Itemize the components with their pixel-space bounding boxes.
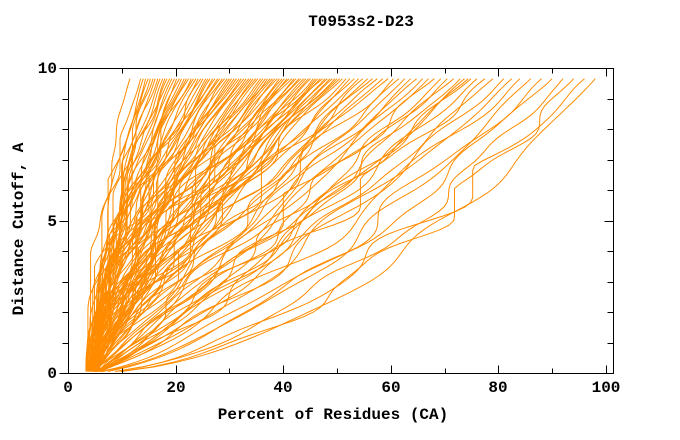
model-curve [90,78,180,372]
y-axis-label: Distance Cutoff, A [10,142,28,316]
x-tick-label: 60 [381,379,400,397]
chart-title: T0953s2-D23 [308,13,414,31]
model-curve [96,78,280,372]
model-curve [91,78,187,372]
x-tick-label: 100 [592,379,621,397]
model-curve [92,78,400,372]
model-curve [101,78,542,372]
model-curve [97,78,406,372]
y-tick-label: 5 [47,213,57,231]
model-curve [115,78,585,372]
model-curve [91,78,384,372]
model-curve [86,78,394,372]
model-curve [98,78,448,372]
model-curve [95,78,494,372]
model-curve [86,78,142,372]
model-curve [94,78,302,372]
x-tick-label: 80 [488,379,507,397]
model-curve [88,78,300,372]
model-curve [86,78,240,372]
model-curve [107,78,553,372]
model-curve [89,78,359,372]
x-tick-label: 20 [166,379,185,397]
model-curve [91,78,429,372]
axes [59,68,614,374]
model-curve [120,78,596,372]
model-curve [88,78,331,372]
model-curve [102,78,532,372]
model-curve [93,78,271,372]
x-tick-label: 40 [273,379,292,397]
model-curve [95,78,369,372]
model-curve [93,78,478,372]
model-curve [90,78,264,372]
y-tick-label: 10 [38,60,57,78]
model-curve [94,78,378,372]
model-curve [85,78,131,372]
model-curve [87,78,373,372]
model-curve [115,78,564,372]
model-curve [91,78,347,372]
model-curve [85,78,338,372]
x-axis-label: Percent of Residues (CA) [217,406,449,424]
model-curve [95,78,364,372]
x-tick-label: 0 [63,379,73,397]
model-curves [85,78,596,372]
model-curve [96,78,328,372]
model-curve [87,78,417,372]
tick-labels: 0 20 40 60 80 100 0 5 10 [38,60,621,397]
model-curve [95,78,455,372]
y-tick-label: 0 [47,365,57,383]
model-curve [96,78,505,372]
model-curve [94,78,465,372]
model-curve [94,78,228,372]
model-curve [93,78,389,372]
model-curve [87,78,171,372]
model-curve [94,78,521,372]
model-curve [96,78,513,372]
